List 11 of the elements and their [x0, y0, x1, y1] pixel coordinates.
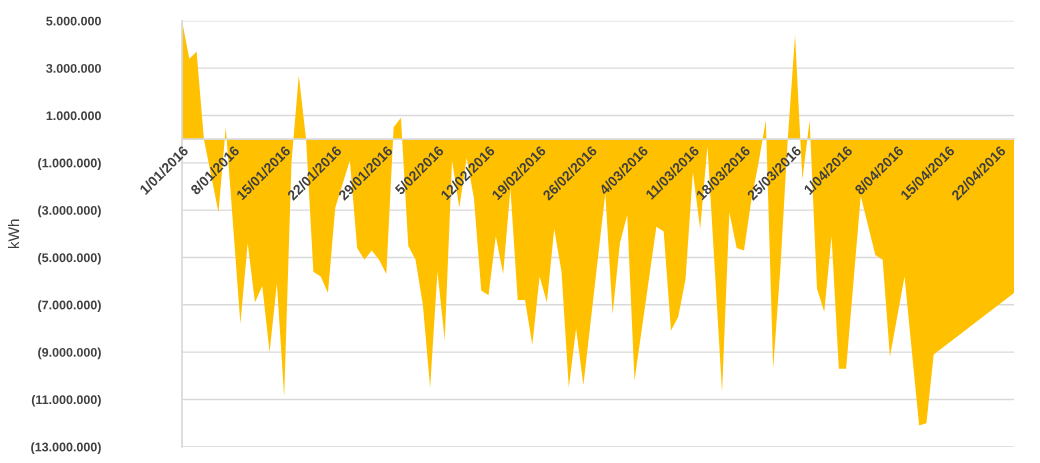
y-tick-label: (5.000.000) [38, 252, 101, 265]
y-tick-label: (7.000.000) [38, 300, 101, 312]
y-tick-label: 3.000.000 [46, 63, 101, 73]
y-tick-label: (13.000.000) [31, 442, 101, 454]
y-axis-title: kWh [7, 219, 20, 249]
y-tick-label: (1.000.000) [38, 158, 101, 170]
y-tick-label: (3.000.000) [38, 205, 101, 218]
y-tick-label: 1.000.000 [46, 111, 101, 121]
y-tick-label: (9.000.000) [38, 347, 101, 360]
y-tick-label: 5.000.000 [46, 16, 101, 26]
y-tick-label: (11.000.000) [31, 394, 101, 407]
